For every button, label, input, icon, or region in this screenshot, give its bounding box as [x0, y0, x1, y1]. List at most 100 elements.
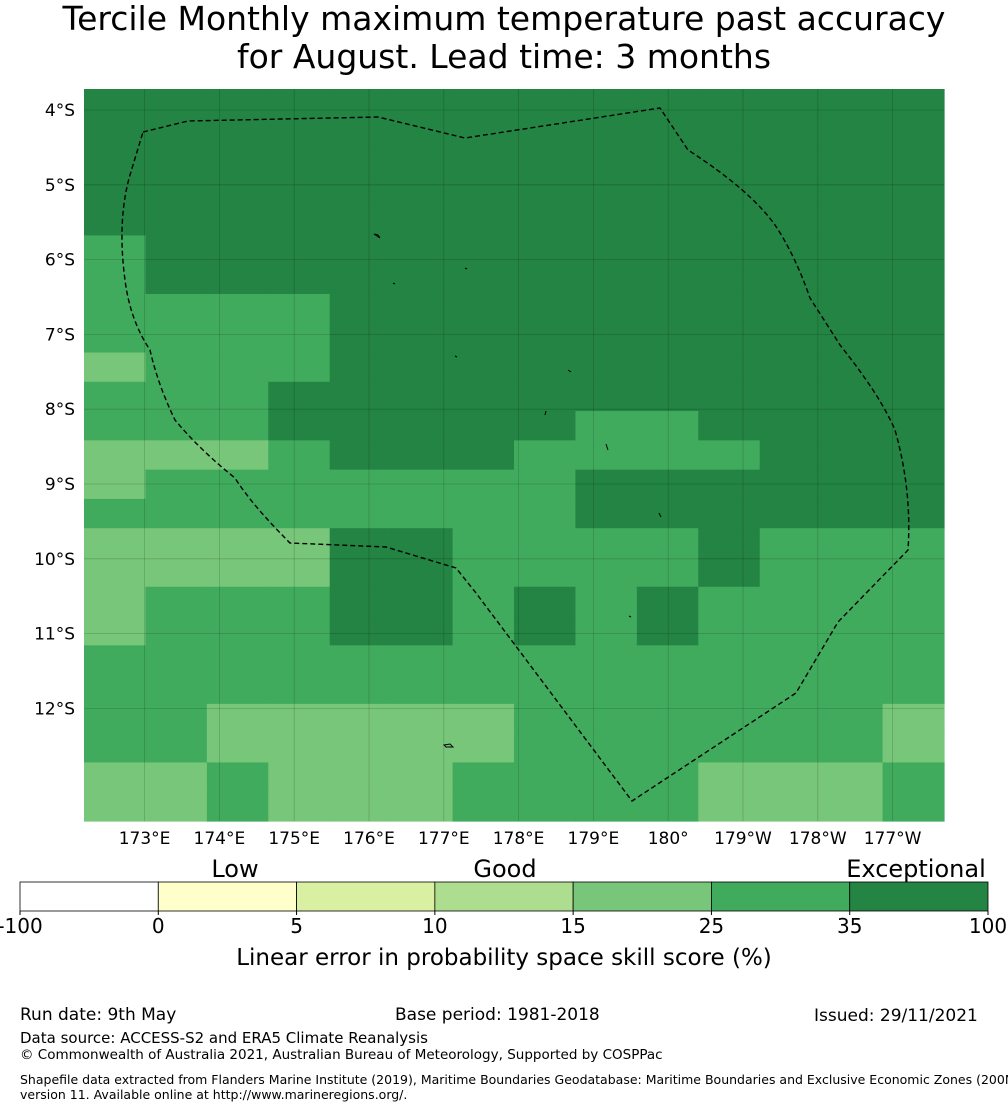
grid-cell	[514, 206, 577, 236]
grid-cell	[759, 206, 822, 236]
grid-cell	[206, 703, 269, 734]
grid-cell	[391, 352, 454, 383]
colorbar-tick-label: 15	[560, 914, 585, 938]
graticule	[84, 89, 944, 821]
colorbar-tick-label: 35	[837, 914, 862, 938]
grid-cell	[575, 586, 638, 617]
grid-cell	[84, 264, 147, 295]
colorbar-axis-label: Linear error in probability space skill …	[236, 945, 772, 971]
grid-cell	[821, 264, 884, 295]
grid-cell	[452, 381, 515, 412]
grid-cell	[575, 323, 638, 354]
grid-cell	[145, 293, 208, 324]
grid-cell	[636, 89, 699, 119]
grid-cell	[206, 147, 269, 178]
grid-cell	[329, 733, 392, 764]
grid-cell	[821, 674, 884, 705]
grid-cell	[84, 733, 147, 764]
grid-cell	[821, 469, 884, 500]
grid-cell	[636, 703, 699, 734]
grid-cell	[84, 293, 147, 324]
latitude-label: 6°S	[45, 251, 75, 271]
grid-cell	[391, 440, 454, 471]
island-outline	[605, 443, 609, 451]
grid-cell	[575, 674, 638, 705]
longitude-label: 176°E	[343, 829, 395, 849]
grid-cell	[636, 235, 699, 266]
grid-cell	[821, 703, 884, 734]
grid-cell	[882, 176, 945, 207]
colorbar-tick-label: 0	[152, 914, 165, 938]
colorbar-tick-label: 5	[290, 914, 303, 938]
grid-cell	[84, 352, 147, 383]
grid-cell	[452, 176, 515, 207]
grid-cell	[145, 557, 208, 588]
grid-cell	[329, 206, 392, 236]
grid-cell	[84, 762, 147, 793]
grid-cell	[575, 264, 638, 295]
grid-cell	[84, 586, 147, 617]
grid-cell	[759, 89, 822, 119]
grid-cell	[268, 293, 331, 324]
grid-cell	[882, 674, 945, 705]
colorbar-tick-label: -100	[0, 914, 43, 938]
grid-cell	[882, 352, 945, 383]
grid-cell	[575, 381, 638, 412]
grid-cell	[206, 469, 269, 500]
grid-cell	[821, 118, 884, 149]
grid-cell	[636, 264, 699, 295]
grid-cell	[514, 586, 577, 617]
grid-cell	[84, 176, 147, 207]
grid-cell	[698, 557, 761, 588]
grid-cell	[329, 118, 392, 149]
grid-cell	[329, 352, 392, 383]
longitude-label: 175°E	[268, 829, 320, 849]
grid-cell	[698, 586, 761, 617]
grid-cell	[759, 645, 822, 676]
grid-cell	[514, 352, 577, 383]
grid-cell	[514, 411, 577, 441]
grid-cell	[698, 469, 761, 500]
grid-cell	[821, 89, 884, 119]
grid-cell	[821, 733, 884, 764]
grid-cell	[84, 557, 147, 588]
grid-cell	[268, 440, 331, 471]
grid-cell	[268, 703, 331, 734]
island-outlines	[373, 233, 662, 748]
grid-cell	[329, 147, 392, 178]
colorbar-swatch	[434, 881, 574, 912]
grid-cell	[84, 118, 147, 149]
grid-cell	[882, 118, 945, 149]
grid-cell	[391, 264, 454, 295]
grid-cell	[206, 557, 269, 588]
grid-cell	[452, 703, 515, 734]
grid-cell	[329, 791, 392, 822]
latitude-label: 12°S	[34, 699, 75, 719]
grid-cell	[821, 176, 884, 207]
grid-cell	[329, 235, 392, 266]
base-period: Base period: 1981-2018	[395, 1005, 600, 1025]
grid-cell	[145, 235, 208, 266]
grid-cell	[268, 176, 331, 207]
grid-cell	[698, 323, 761, 354]
grid-cell	[452, 498, 515, 529]
grid-cell	[636, 733, 699, 764]
grid-cell	[391, 469, 454, 500]
grid-cell	[452, 411, 515, 441]
grid-cell	[514, 176, 577, 207]
grid-cell	[636, 616, 699, 646]
grid-cell	[821, 235, 884, 266]
grid-cell	[391, 323, 454, 354]
grid-cell	[391, 381, 454, 412]
grid-cell	[206, 118, 269, 149]
grid-cell	[206, 528, 269, 559]
grid-cell	[882, 586, 945, 617]
grid-cell	[206, 498, 269, 529]
grid-cell	[84, 703, 147, 734]
grid-cell	[391, 645, 454, 676]
grid-cell	[514, 323, 577, 354]
grid-cell	[84, 498, 147, 529]
grid-cell	[145, 645, 208, 676]
grid-cell	[882, 528, 945, 559]
grid-cell	[268, 674, 331, 705]
